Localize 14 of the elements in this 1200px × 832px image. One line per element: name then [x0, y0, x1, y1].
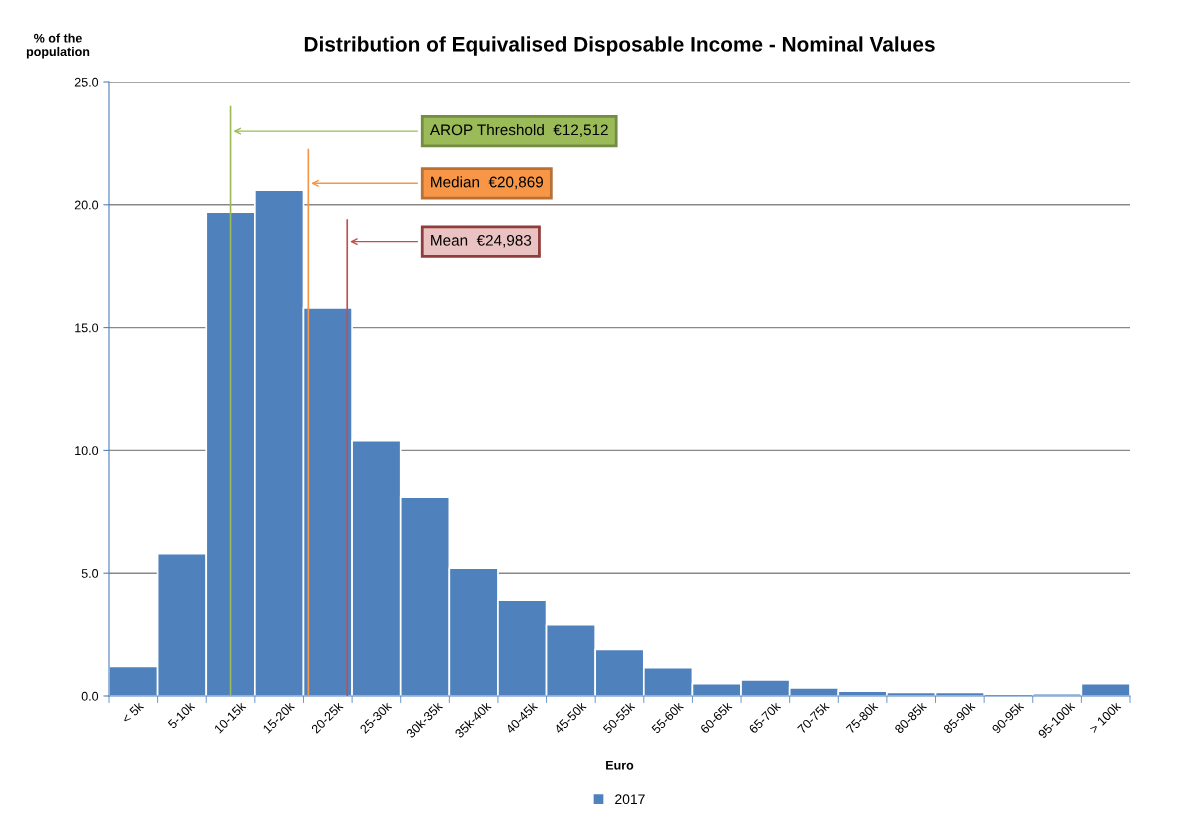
legend-label: 2017	[615, 794, 645, 805]
y-tick-label: 15.0	[75, 323, 99, 333]
ref-line-label: AROP Threshold €12,512	[429, 124, 608, 138]
y-tick-label: 25.0	[74, 77, 99, 87]
y-tick-label: 20.0	[74, 200, 99, 210]
ref-line-label: Median €20,869	[431, 176, 543, 190]
x-tick-label: < 5k	[121, 700, 145, 724]
y-axis-title: % of the population	[26, 33, 90, 59]
chart-title: Distribution of Equivalised Disposable Income - Nominal Values	[304, 36, 935, 56]
y-tick-label: 10.0	[75, 446, 99, 456]
ref-line-label: Mean €24,983	[431, 234, 532, 248]
y-tick-label: 5.0	[81, 569, 99, 578]
y-tick-label: 0.0	[81, 691, 99, 701]
x-axis-title: Euro	[606, 760, 634, 770]
